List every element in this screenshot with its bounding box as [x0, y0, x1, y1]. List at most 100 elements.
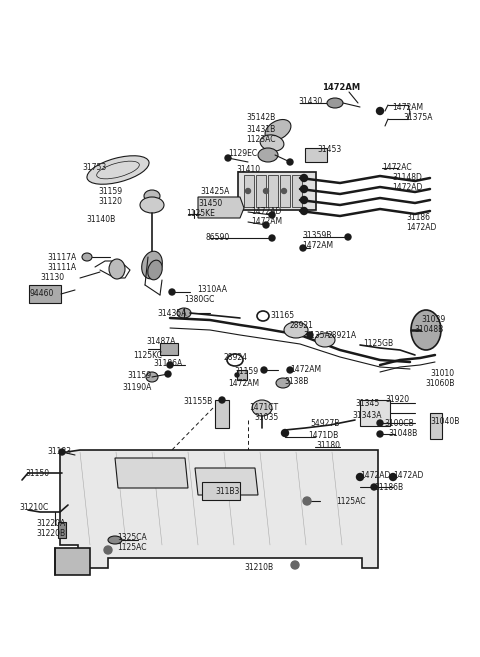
Text: 31060B: 31060B	[425, 378, 455, 388]
Text: 31430: 31430	[298, 97, 322, 106]
Text: 31130: 31130	[40, 273, 64, 283]
Circle shape	[377, 420, 383, 426]
Circle shape	[307, 332, 313, 338]
Circle shape	[376, 108, 384, 114]
Text: 31048B: 31048B	[414, 325, 443, 334]
Polygon shape	[198, 197, 244, 218]
Circle shape	[263, 222, 269, 228]
Text: 28924: 28924	[224, 353, 248, 361]
Text: 1471CT: 1471CT	[249, 403, 278, 411]
Circle shape	[345, 234, 351, 240]
Circle shape	[357, 474, 363, 480]
Circle shape	[281, 189, 287, 194]
Text: 1472AC: 1472AC	[382, 162, 412, 171]
Circle shape	[300, 196, 308, 204]
Text: 31035: 31035	[254, 413, 278, 422]
Text: 311B3: 311B3	[215, 487, 240, 497]
Ellipse shape	[109, 259, 125, 279]
Circle shape	[303, 497, 311, 505]
Text: 31425A: 31425A	[200, 187, 229, 196]
Text: 31375A: 31375A	[403, 114, 432, 122]
Ellipse shape	[284, 322, 308, 338]
Text: 31155B: 31155B	[183, 397, 212, 405]
Circle shape	[261, 367, 267, 373]
Text: 3138B: 3138B	[284, 376, 308, 386]
Text: 31148D: 31148D	[392, 173, 422, 181]
Text: 31165: 31165	[270, 311, 294, 319]
Circle shape	[300, 185, 308, 193]
Text: 31159: 31159	[234, 367, 258, 376]
Circle shape	[287, 159, 293, 165]
Circle shape	[371, 484, 377, 490]
Text: 1310AA: 1310AA	[197, 286, 227, 294]
Text: 31753: 31753	[82, 162, 106, 171]
Polygon shape	[195, 468, 258, 495]
Ellipse shape	[140, 197, 164, 213]
Ellipse shape	[148, 260, 162, 280]
Text: 31431B: 31431B	[246, 124, 275, 133]
Text: 31435A: 31435A	[157, 309, 187, 317]
Text: 31159: 31159	[127, 371, 151, 380]
Ellipse shape	[177, 308, 191, 318]
Text: 31159: 31159	[98, 187, 122, 196]
Circle shape	[245, 189, 251, 194]
Bar	[256, 175, 266, 207]
Text: 31343A: 31343A	[352, 411, 382, 420]
Bar	[268, 175, 278, 207]
Text: 1380GC: 1380GC	[184, 296, 215, 304]
Text: 54927B: 54927B	[310, 419, 339, 428]
Polygon shape	[60, 450, 378, 568]
Text: 1125KC: 1125KC	[133, 350, 162, 359]
Circle shape	[389, 474, 396, 480]
Ellipse shape	[411, 310, 441, 350]
Text: 1123AC: 1123AC	[246, 135, 276, 145]
Text: 31220A: 31220A	[36, 520, 65, 528]
Circle shape	[219, 397, 225, 403]
Ellipse shape	[327, 98, 343, 108]
Text: 28921A: 28921A	[328, 330, 357, 340]
Text: 1472AD: 1472AD	[406, 223, 436, 233]
Text: 31039: 31039	[421, 315, 445, 325]
Ellipse shape	[276, 378, 290, 388]
Circle shape	[264, 189, 268, 194]
Text: 31359B: 31359B	[302, 231, 331, 240]
Polygon shape	[55, 548, 90, 575]
Ellipse shape	[265, 120, 291, 141]
Circle shape	[167, 362, 173, 368]
Text: 31186B: 31186B	[374, 482, 403, 491]
Text: 31010: 31010	[430, 369, 454, 378]
Bar	[202, 482, 240, 500]
Circle shape	[269, 235, 275, 241]
Text: 1472AD: 1472AD	[360, 472, 390, 480]
Text: 1125GB: 1125GB	[363, 338, 393, 348]
Bar	[430, 413, 442, 439]
Bar	[29, 285, 61, 303]
Bar	[215, 400, 229, 428]
Text: 1472AM: 1472AM	[228, 378, 259, 388]
Circle shape	[300, 208, 308, 214]
Circle shape	[104, 546, 112, 554]
Text: 31140B: 31140B	[86, 214, 115, 223]
Circle shape	[287, 367, 293, 373]
Text: 31180: 31180	[316, 442, 340, 451]
Bar	[244, 175, 254, 207]
Circle shape	[300, 175, 308, 181]
Text: 31220B: 31220B	[36, 530, 65, 539]
Text: 31345: 31345	[355, 399, 379, 409]
Ellipse shape	[108, 536, 122, 544]
Text: 31040B: 31040B	[430, 417, 459, 426]
Ellipse shape	[260, 135, 284, 151]
Bar	[238, 172, 316, 210]
Text: 1472AD: 1472AD	[393, 472, 423, 480]
Text: 31190A: 31190A	[122, 382, 151, 392]
Circle shape	[291, 561, 299, 569]
Ellipse shape	[146, 372, 158, 382]
Text: 1472AM: 1472AM	[251, 217, 282, 225]
Text: 1472AD: 1472AD	[251, 206, 281, 215]
Text: 31150: 31150	[25, 468, 49, 478]
Circle shape	[300, 245, 306, 251]
Bar	[58, 522, 66, 538]
Text: 3'135A: 3'135A	[303, 330, 330, 340]
Text: 3100CB: 3100CB	[384, 419, 414, 428]
Text: 1472AM: 1472AM	[322, 83, 360, 93]
